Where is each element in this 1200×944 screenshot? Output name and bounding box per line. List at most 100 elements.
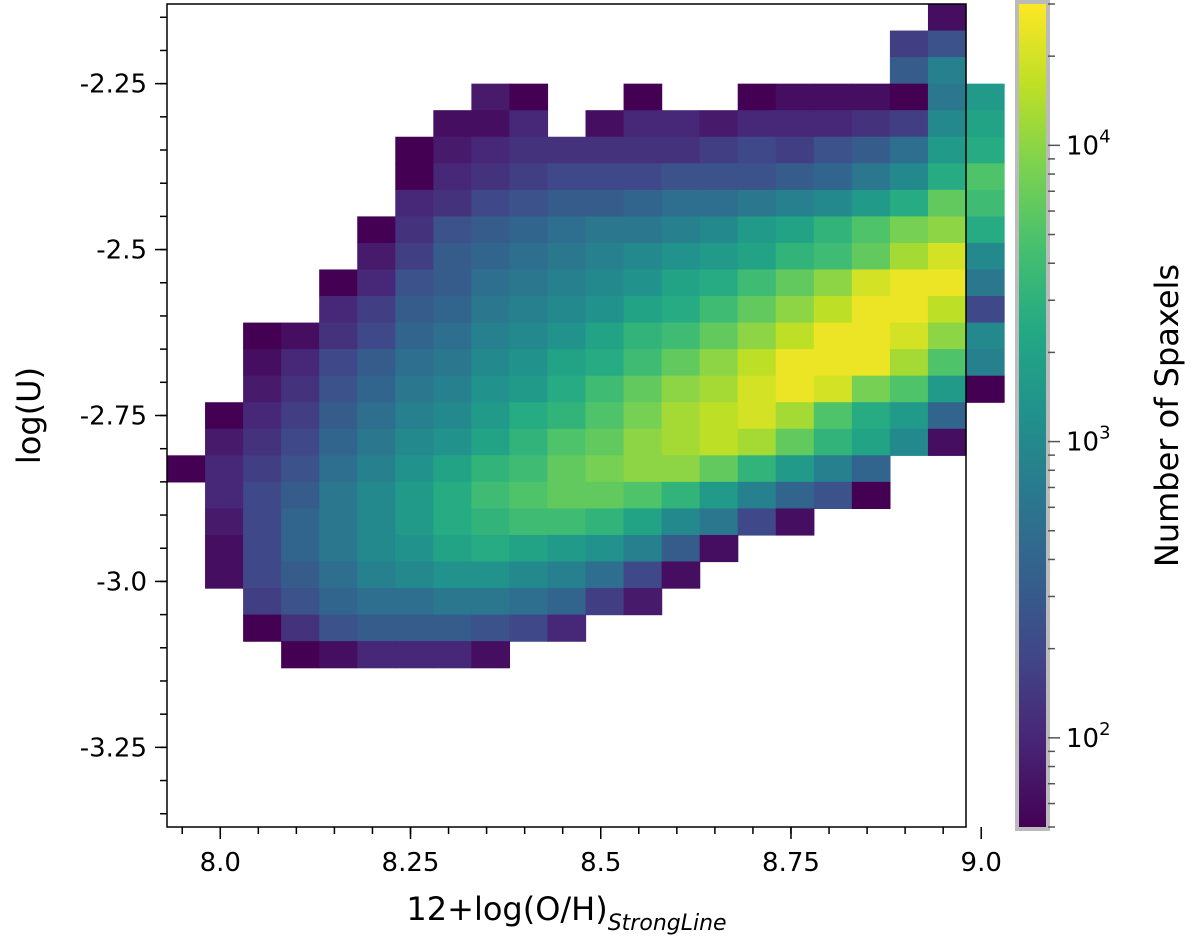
heatmap-cell bbox=[775, 110, 815, 138]
heatmap-cell bbox=[851, 481, 891, 510]
heatmap-cell bbox=[585, 322, 625, 350]
heatmap-cell bbox=[699, 508, 739, 536]
heatmap-cell bbox=[889, 375, 929, 403]
heatmap-cell bbox=[395, 216, 434, 244]
heatmap-cell bbox=[927, 375, 967, 403]
heatmap-cell bbox=[813, 428, 853, 456]
heatmap-cell bbox=[623, 561, 663, 589]
heatmap-cell bbox=[661, 189, 701, 217]
heatmap-cell bbox=[813, 455, 853, 483]
heatmap-cell bbox=[509, 216, 549, 244]
heatmap-cell bbox=[889, 349, 929, 377]
heatmap-cell bbox=[433, 641, 472, 669]
heatmap-cell bbox=[243, 481, 282, 510]
heatmap-cell bbox=[357, 375, 396, 403]
heatmap-cell bbox=[661, 216, 701, 244]
y-tick-label: -3.0 bbox=[96, 567, 147, 597]
heatmap-cell bbox=[471, 614, 511, 642]
heatmap-cell bbox=[851, 296, 891, 324]
heatmap-cell bbox=[585, 216, 625, 244]
heatmap-cell bbox=[813, 110, 853, 138]
heatmap-cell bbox=[395, 375, 434, 403]
x-tick-label: 8.5 bbox=[580, 848, 621, 878]
heatmap-cell bbox=[737, 242, 777, 271]
heatmap-cell bbox=[509, 242, 549, 271]
heatmap-cell bbox=[547, 322, 587, 350]
heatmap-cell bbox=[395, 189, 434, 217]
heatmap-cell bbox=[585, 189, 625, 217]
heatmap-cell bbox=[357, 242, 396, 271]
heatmap-cell bbox=[509, 163, 549, 191]
heatmap-cell bbox=[319, 614, 358, 642]
heatmap-cell bbox=[585, 296, 625, 324]
heatmap-cell bbox=[927, 402, 967, 430]
heatmap-cell bbox=[509, 296, 549, 324]
heatmap-cell bbox=[661, 561, 701, 589]
heatmap-cell bbox=[966, 110, 1005, 138]
heatmap-cell bbox=[851, 163, 891, 191]
heatmap-cell bbox=[471, 508, 511, 536]
heatmap-cell bbox=[471, 163, 511, 191]
heatmap-cell bbox=[889, 296, 929, 324]
heatmap-cell bbox=[471, 83, 511, 111]
heatmap-cell bbox=[585, 349, 625, 377]
heatmap-cell bbox=[813, 163, 853, 191]
heatmap-cell bbox=[509, 428, 549, 456]
heatmap-cell bbox=[319, 588, 358, 616]
heatmap-cell bbox=[357, 588, 396, 616]
heatmap-cell bbox=[966, 242, 1005, 271]
heatmap-cell bbox=[966, 322, 1005, 350]
heatmap-cell bbox=[927, 136, 967, 164]
heatmap-cell bbox=[357, 269, 396, 297]
heatmap-cell bbox=[509, 189, 549, 217]
heatmap-cell bbox=[509, 349, 549, 377]
heatmap-cell bbox=[585, 455, 625, 483]
heatmap-cell bbox=[357, 455, 396, 483]
heatmap-cell bbox=[851, 110, 891, 138]
heatmap-cell bbox=[243, 588, 282, 616]
heatmap-cell bbox=[357, 349, 396, 377]
heatmap-cell bbox=[471, 402, 511, 430]
heatmap-cell bbox=[737, 508, 777, 536]
heatmap-cell bbox=[623, 296, 663, 324]
heatmap-cell bbox=[395, 242, 434, 271]
heatmap-cell bbox=[281, 402, 320, 430]
heatmap-cell bbox=[547, 163, 587, 191]
heatmap-cell bbox=[547, 242, 587, 271]
heatmap-cell bbox=[775, 189, 815, 217]
heatmap-cell bbox=[927, 57, 967, 85]
heatmap-cells bbox=[167, 4, 1005, 669]
heatmap-cell bbox=[623, 455, 663, 483]
heatmap-cell bbox=[927, 110, 967, 138]
heatmap-cell bbox=[775, 269, 815, 297]
heatmap-cell bbox=[623, 588, 663, 616]
heatmap-cell bbox=[775, 455, 815, 483]
heatmap-cell bbox=[851, 455, 891, 483]
heatmap-cell bbox=[623, 189, 663, 217]
heatmap-cell bbox=[699, 296, 739, 324]
heatmap-cell bbox=[319, 508, 358, 536]
heatmap-cell bbox=[243, 322, 282, 350]
heatmap-cell bbox=[471, 296, 511, 324]
heatmap-cell bbox=[737, 216, 777, 244]
colorbar-tick-label: 103 bbox=[1066, 423, 1111, 458]
heatmap-cell bbox=[471, 242, 511, 271]
heatmap-cell bbox=[737, 136, 777, 164]
heatmap-cell bbox=[623, 322, 663, 350]
colorbar-title: Number of Spaxels bbox=[1148, 264, 1186, 567]
heatmap-cell bbox=[813, 189, 853, 217]
heatmap-cell bbox=[775, 402, 815, 430]
heatmap-cell bbox=[813, 402, 853, 430]
heatmap-cell bbox=[319, 349, 358, 377]
heatmap-cell bbox=[547, 561, 587, 589]
heatmap-cell bbox=[889, 30, 929, 58]
heatmap-cell bbox=[699, 428, 739, 456]
heatmap-cell bbox=[966, 269, 1005, 297]
heatmap-cell bbox=[281, 534, 320, 563]
heatmap-cell bbox=[243, 402, 282, 430]
heatmap-cell bbox=[585, 428, 625, 456]
heatmap-cell bbox=[623, 269, 663, 297]
heatmap-cell bbox=[623, 428, 663, 456]
heatmap-cell bbox=[509, 588, 549, 616]
